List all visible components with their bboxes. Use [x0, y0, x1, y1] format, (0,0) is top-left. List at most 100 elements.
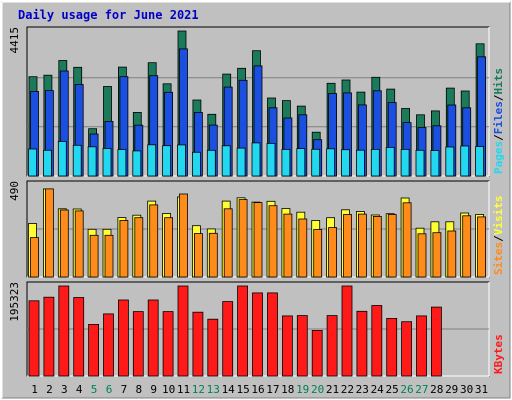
sites-bar [462, 215, 472, 278]
kbytes-bar [296, 315, 308, 377]
pages-bar [460, 145, 470, 177]
sites-bar [149, 204, 159, 278]
pages-bar [28, 148, 37, 177]
x-tick-label: 11 [177, 383, 190, 396]
visits-sites-legend: Sites/Visits [492, 196, 505, 276]
visits-sites-panel: 490 Sites/Visits [8, 180, 505, 278]
x-tick-label: 28 [430, 383, 443, 396]
pages-bar [445, 146, 455, 177]
x-tick-label: 27 [415, 383, 428, 396]
legend-pages: Pages [492, 141, 505, 174]
pages-bar [162, 145, 172, 177]
pages-bar [385, 146, 395, 177]
pages-bar [191, 151, 201, 177]
sites-bar [164, 217, 174, 278]
kbytes-bar [177, 285, 189, 377]
sites-bar [402, 202, 412, 278]
kbytes-max-label: 195323 [8, 282, 21, 322]
kbytes-bar [356, 310, 368, 377]
sites-bar [119, 220, 129, 278]
kbytes-bar [430, 306, 442, 377]
kbytes-bar [311, 329, 323, 377]
kbytes-legend: KBytes [492, 334, 505, 374]
x-tick-label: 9 [150, 383, 157, 396]
x-tick-label: 19 [296, 383, 309, 396]
kbytes-bar [162, 311, 174, 377]
x-tick-label: 20 [311, 383, 324, 396]
x-tick-label: 24 [371, 383, 385, 396]
kbytes-bar [207, 318, 219, 377]
hits-files-pages-max-label: 4415 [8, 27, 21, 54]
pages-bar [57, 140, 67, 177]
sites-bar [208, 232, 218, 278]
x-tick-label: 22 [341, 383, 354, 396]
pages-bar [236, 147, 246, 177]
pages-bar [147, 144, 157, 177]
kbytes-panel: 195323 KBytes [8, 281, 505, 377]
pages-bar [251, 142, 261, 177]
sites-bar [74, 210, 84, 278]
sites-bar [253, 202, 263, 278]
kbytes-bar [43, 296, 55, 377]
x-tick-label: 6 [106, 383, 113, 396]
sites-bar [357, 213, 367, 278]
pages-bar [132, 150, 142, 177]
x-tick-label: 21 [326, 383, 339, 396]
sites-bar [372, 215, 382, 278]
hits-files-pages-panel: 4415 Pages/Files/Hits [8, 26, 505, 177]
kbytes-bar [371, 305, 383, 377]
x-tick-label: 25 [385, 383, 398, 396]
x-tick-label: 26 [400, 383, 413, 396]
kbytes-bar [192, 311, 204, 377]
x-tick-label: 8 [135, 383, 142, 396]
pages-bar [102, 148, 112, 177]
pages-bar [87, 146, 97, 177]
pages-bar [326, 148, 336, 177]
kbytes-bar [58, 285, 70, 377]
sites-bar [179, 193, 188, 278]
legend-files: Files [492, 101, 505, 134]
legend-sites: Sites [492, 242, 505, 275]
kbytes-bar [237, 285, 249, 377]
x-tick-label: 3 [61, 383, 68, 396]
x-tick-label: 7 [121, 383, 128, 396]
x-tick-label: 12 [192, 383, 205, 396]
sites-bar [45, 188, 54, 278]
sites-bar [268, 205, 278, 278]
legend-separator: / [492, 134, 505, 141]
kbytes-bar [416, 315, 427, 377]
sites-bar [477, 216, 487, 278]
sites-bar [104, 234, 114, 278]
pages-bar [475, 146, 485, 177]
sites-bar [447, 230, 457, 278]
sites-bar [134, 217, 144, 278]
pages-bar [281, 148, 291, 177]
pages-bar [415, 149, 425, 177]
kbytes-bar [88, 323, 99, 377]
sites-bar [30, 237, 39, 278]
kbytes-bar [222, 301, 234, 377]
pages-bar [341, 149, 350, 177]
pages-bar [117, 149, 127, 177]
visits-sites-max-label: 490 [8, 181, 21, 201]
legend-kbytes: KBytes [492, 334, 505, 374]
pages-bar [206, 149, 216, 177]
kbytes-bar [28, 300, 40, 377]
kbytes-bar [281, 315, 293, 377]
kbytes-bar [326, 315, 338, 377]
pages-bar [430, 150, 440, 177]
legend-visits: Visits [492, 196, 505, 236]
x-tick-label: 17 [266, 383, 279, 396]
kbytes-bar [386, 317, 398, 377]
chart-panels: 4415Pages/Files/Hits490Sites/Visits19532… [8, 26, 505, 377]
pages-bar [177, 144, 186, 177]
sites-bar [89, 234, 99, 278]
pages-bar [221, 145, 231, 177]
kbytes-bar [132, 311, 144, 377]
sites-bar [193, 233, 203, 278]
hits-files-pages-legend: Pages/Files/Hits [492, 68, 505, 174]
x-tick-label: 15 [236, 383, 249, 396]
sites-bar [432, 232, 442, 278]
